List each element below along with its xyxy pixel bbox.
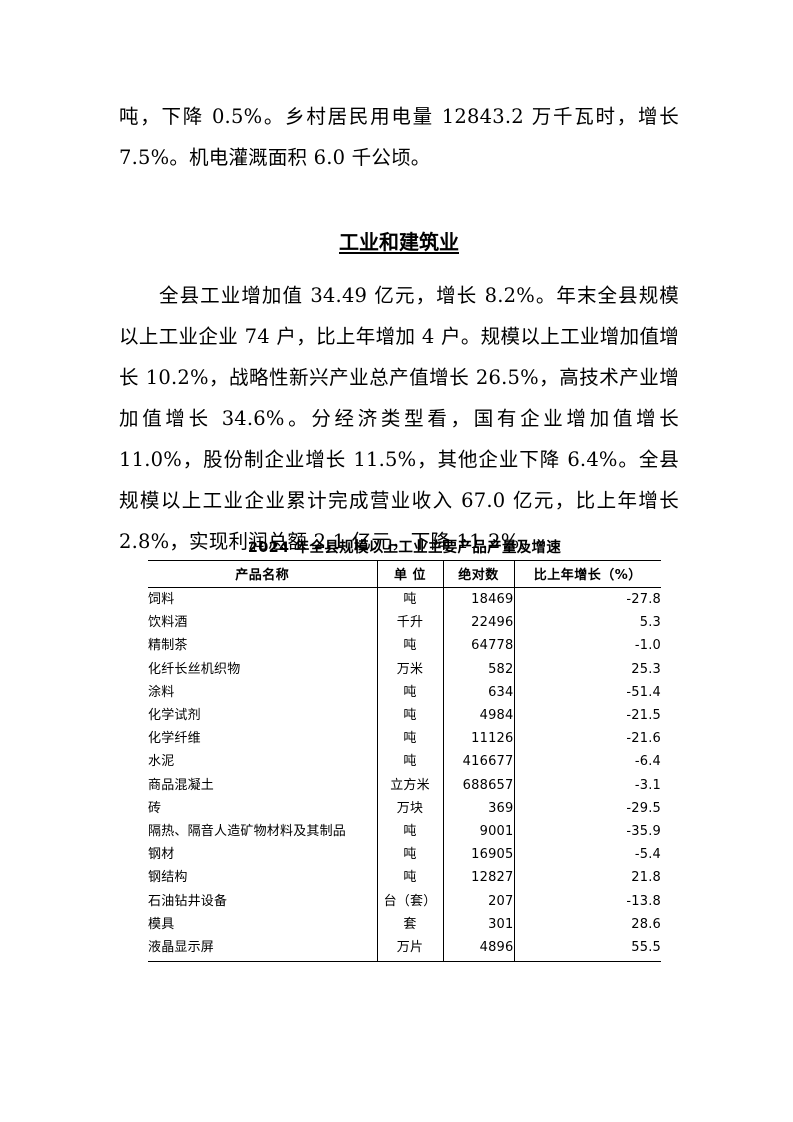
cell-unit: 吨 [377,587,444,612]
cell-absolute: 11126 [443,727,515,751]
table-row: 钢结构吨 12827 21.8 [148,866,661,890]
column-header-product-name: 产品名称 [148,560,378,588]
cell-absolute: 22496 [443,611,515,635]
table-row: 水泥吨 416677 -6.4 [148,750,661,774]
cell-absolute: 369 [443,796,515,821]
cell-absolute: 582 [443,657,515,681]
cell-unit: 万米 [377,657,444,681]
cell-absolute: 301 [443,912,515,937]
cell-product-name: 模具 [148,912,378,937]
cell-growth: 28.6 [631,916,661,932]
table-row: 饲料吨 18469 -27.8 [148,587,661,612]
column-header-growth: 比上年增长（%） [514,560,661,588]
section-heading: 工业和建筑业 [119,222,679,263]
cell-unit: 吨 [377,634,444,658]
cell-unit: 吨 [377,727,444,751]
cell-growth: -21.5 [626,708,661,724]
cell-product-name: 钢材 [148,843,378,867]
cell-growth: -3.1 [634,777,661,793]
cell-product-name: 商品混凝土 [148,773,378,797]
table-row: 模具套 301 28.6 [148,912,661,937]
cell-absolute: 12827 [443,866,515,890]
cell-product-name: 涂料 [148,680,378,705]
cell-product-name: 饮料酒 [148,611,378,635]
table-row: 钢材吨 16905 -5.4 [148,843,661,867]
cell-absolute: 16905 [443,843,515,867]
table-row: 化纤长丝机织物 万米 582 25.3 [148,657,661,681]
cell-growth: -21.6 [626,731,661,747]
cell-product-name: 水泥 [148,750,378,774]
table-row: 液晶显示屏 万片 4896 55.5 [148,936,661,963]
cell-absolute: 18469 [443,587,515,612]
cell-growth: 55.5 [514,936,661,963]
cell-unit: 吨 [377,843,444,867]
table-row: 石油钻井设备 台（套） 207 -13.8 [148,889,661,913]
product-output-table-block: 2024 年全县规模以上工业主要产品产量及增速 产品名称 单 位 绝对数 比上年… [148,536,661,963]
cell-product-name: 石油钻井设备 [148,889,378,913]
paragraph-spacer [119,178,679,222]
table-title: 2024 年全县规模以上工业主要产品产量及增速 [247,540,562,556]
cell-product-name: 化学纤维 [148,727,378,751]
cell-product-name: 液晶显示屏 [148,936,378,963]
cell-unit: 吨 [377,820,444,844]
cell-unit: 吨 [377,704,444,728]
cell-unit: 套 [377,912,444,937]
cell-growth: -35.9 [626,824,661,840]
cell-absolute: 688657 [443,773,515,797]
cell-unit: 台（套） [377,889,444,913]
table-row: 化学试剂吨 4984 -21.5 [148,704,661,728]
table-header: 产品名称 单 位 绝对数 比上年增长（%） [148,560,661,588]
table-row: 饮料酒 千升 22496 5.3 [148,611,661,635]
cell-growth: -6.4 [634,754,661,770]
column-header-unit: 单 位 [377,560,444,588]
cell-absolute: 416677 [443,750,515,774]
table-row: 精制茶吨 64778 -1.0 [148,634,661,658]
cell-growth: -1.0 [634,638,661,654]
section-heading-text: 工业和建筑业 [339,230,459,254]
cell-product-name: 砖 [148,796,378,821]
cell-unit: 吨 [377,750,444,774]
cell-growth: -27.8 [626,592,661,607]
table-row: 商品混凝土 立方米 688657 -3.1 [148,773,661,797]
cell-product-name: 化学试剂 [148,704,378,728]
cell-growth: 21.8 [631,870,661,886]
table-row: 隔热、隔音人造矿物材料及其制品吨 9001 -35.9 [148,820,661,844]
cell-unit: 万块 [377,796,444,821]
cell-growth: 5.3 [639,615,661,631]
cell-growth: 25.3 [631,661,661,677]
paragraph-continued: 吨，下降 0.5%。乡村居民用电量 12843.2 万千瓦时，增长 7.5%。机… [119,105,679,169]
table-row: 砖万块 369 -29.5 [148,796,661,821]
column-header-absolute: 绝对数 [443,560,515,588]
cell-absolute: 634 [443,680,515,705]
cell-product-name: 钢结构 [148,866,378,890]
paragraph-industry: 全县工业增加值 34.49 亿元，增长 8.2%。年末全县规模以上工业企业 74… [119,284,679,553]
heading-spacer [119,263,679,275]
table-body: 饲料吨 18469 -27.8 饮料酒 千升 22496 5.3 精制茶吨 64778 -1.0 化… [148,587,661,963]
cell-unit: 吨 [377,866,444,890]
cell-unit: 千升 [377,611,444,635]
cell-product-name: 饲料 [148,587,378,612]
cell-unit: 立方米 [377,773,444,797]
cell-product-name: 化纤长丝机织物 [148,657,378,681]
cell-product-name: 精制茶 [148,634,378,658]
cell-growth: -5.4 [634,847,661,863]
cell-absolute: 4984 [443,704,515,728]
cell-absolute: 9001 [443,820,515,844]
cell-unit: 吨 [377,680,444,705]
table-row: 涂料吨 634 -51.4 [148,680,661,705]
cell-absolute: 207 [443,889,515,913]
cell-growth: -51.4 [626,684,661,700]
cell-absolute: 64778 [443,634,515,658]
cell-product-name: 隔热、隔音人造矿物材料及其制品 [148,820,378,844]
cell-growth: -29.5 [626,800,661,816]
cell-absolute: 4896 [443,936,515,963]
table-header-row: 产品名称 单 位 绝对数 比上年增长（%） [148,560,661,588]
cell-unit: 万片 [377,936,444,963]
product-output-table: 产品名称 单 位 绝对数 比上年增长（%） 饲料吨 18469 -27.8 饮料酒 千升… [148,560,661,963]
document-body: 吨，下降 0.5%。乡村居民用电量 12843.2 万千瓦时，增长 7.5%。机… [119,96,679,562]
table-row: 化学纤维吨 11126 -21.6 [148,727,661,751]
cell-growth: -13.8 [626,893,661,909]
